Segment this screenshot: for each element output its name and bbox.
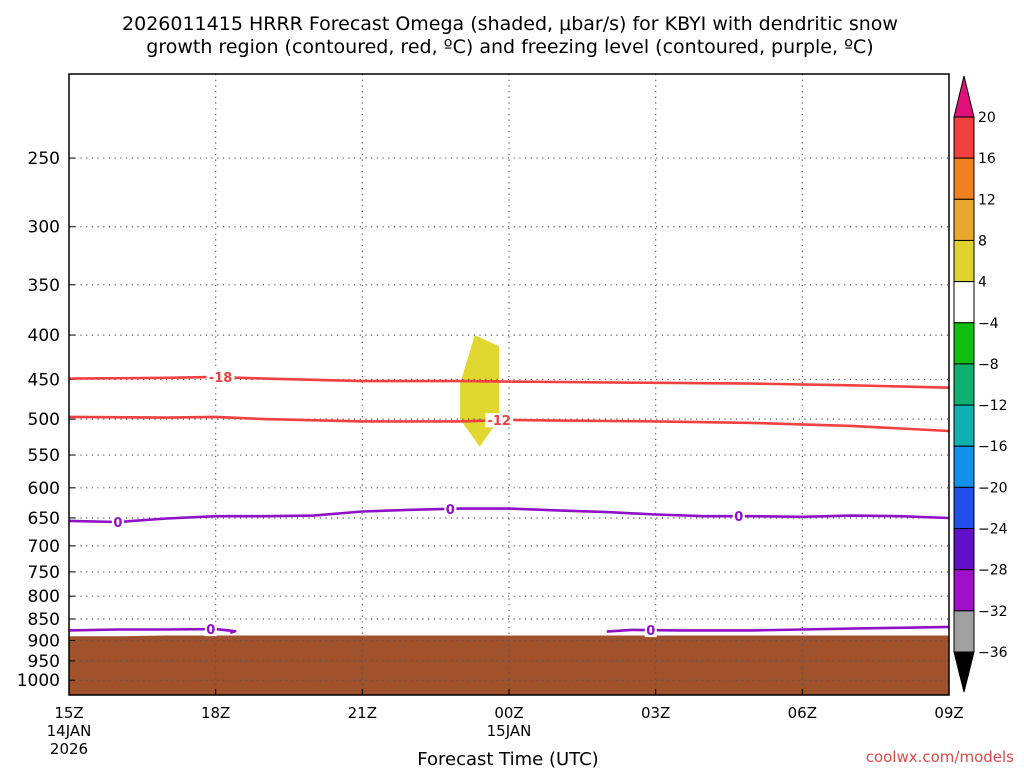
contour-label-bg-0-0 <box>206 370 235 385</box>
y-tick-label-800: 800 <box>28 587 60 607</box>
omega-shaded-region-0 <box>460 335 500 447</box>
contour-line-0 <box>68 375 950 389</box>
y-tick-label-750: 750 <box>28 563 60 583</box>
colorbar-band-1 <box>953 157 975 200</box>
colorbar-tick-label-2: 12 <box>978 192 996 208</box>
x-tick-label-0-1: 14JAN <box>47 722 92 740</box>
colorbar-tick-label-3: 8 <box>978 233 987 249</box>
y-tick-label-600: 600 <box>28 479 60 499</box>
contour-label-2-0: 0 <box>113 516 122 531</box>
x-tick-label-5-0: 06Z <box>788 704 817 722</box>
x-tick-label-6-0: 09Z <box>934 704 963 722</box>
y-tick-label-450: 450 <box>28 370 60 390</box>
contour-line-4 <box>606 625 950 633</box>
colorbar-band-0 <box>953 116 975 159</box>
x-tick-label-3-1: 15JAN <box>487 722 532 740</box>
y-tick-label-300: 300 <box>28 218 60 238</box>
plot-frame <box>68 73 950 696</box>
colorbar-tick-label-6: −8 <box>978 357 999 373</box>
contour-line-3 <box>68 627 237 635</box>
contour-label-bg-2-2 <box>732 509 745 524</box>
colorbar-tick-label-9: −20 <box>978 480 1008 496</box>
x-tick-label-1-0: 18Z <box>201 704 230 722</box>
colorbar-tick-label-0: 20 <box>978 110 996 126</box>
x-tick-label-0-2: 2026 <box>50 740 88 758</box>
y-tick-label-850: 850 <box>28 610 60 630</box>
colorbar-band-3 <box>953 239 975 283</box>
y-tick-label-950: 950 <box>28 652 60 672</box>
y-tick-label-350: 350 <box>28 276 60 296</box>
colorbar-tick-label-7: −12 <box>978 398 1008 414</box>
x-axis-label: Forecast Time (UTC) <box>417 749 598 768</box>
contour-label-bg-4-0 <box>644 623 657 638</box>
chart-title-line2: growth region (contoured, red, ºC) and f… <box>146 36 873 58</box>
contour-label-bg-1-0 <box>485 413 514 428</box>
y-tick-label-550: 550 <box>28 446 60 466</box>
colorbar-tick-label-12: −32 <box>978 604 1008 620</box>
contour-label-0-0: -18 <box>209 371 233 386</box>
y-tick-label-900: 900 <box>28 632 60 652</box>
colorbar-tick-label-13: −36 <box>978 645 1008 661</box>
x-tick-label-2-0: 21Z <box>348 704 377 722</box>
colorbar-band-5 <box>953 322 975 365</box>
contour-label-bg-2-0 <box>111 514 124 529</box>
colorbar-tick-label-8: −16 <box>978 439 1008 455</box>
y-tick-label-1000: 1000 <box>17 671 60 691</box>
contour-label-3-0: 0 <box>206 623 215 638</box>
contour-label-4-0: 0 <box>646 624 655 639</box>
contour-label-bg-3-0 <box>204 622 217 637</box>
y-tick-label-250: 250 <box>28 149 60 169</box>
contour-label-1-0: -12 <box>487 414 511 429</box>
colorbar-band-12 <box>953 610 975 653</box>
colorbar-band-2 <box>953 198 975 241</box>
colorbar-tick-label-5: −4 <box>978 316 999 332</box>
contour-line-1 <box>68 415 950 433</box>
colorbar-band-4 <box>953 281 975 324</box>
colorbar-top-triangle <box>953 75 975 118</box>
watermark-text: coolwx.com/models <box>866 748 1014 766</box>
colorbar-bottom-triangle <box>953 651 975 693</box>
colorbar-tick-label-10: −24 <box>978 522 1008 538</box>
colorbar-band-8 <box>953 445 975 488</box>
contour-line-2 <box>68 507 950 524</box>
y-tick-label-650: 650 <box>28 509 60 529</box>
contour-label-2-2: 0 <box>734 510 743 525</box>
colorbar-tick-label-11: −28 <box>978 563 1008 579</box>
colorbar-band-11 <box>953 569 975 612</box>
colorbar-band-9 <box>953 486 975 530</box>
colorbar-band-6 <box>953 363 975 406</box>
x-tick-label-0-0: 15Z <box>54 704 83 722</box>
y-tick-label-500: 500 <box>28 410 60 430</box>
colorbar-tick-label-1: 16 <box>978 151 996 167</box>
chart-title-line1: 2026011415 HRRR Forecast Omega (shaded, … <box>122 13 898 35</box>
terrain-fill <box>69 635 949 695</box>
y-tick-label-700: 700 <box>28 537 60 557</box>
colorbar-tick-label-4: 4 <box>978 275 987 291</box>
x-tick-label-4-0: 03Z <box>641 704 670 722</box>
contour-label-2-1: 0 <box>446 503 455 518</box>
x-tick-label-3-0: 00Z <box>494 704 523 722</box>
colorbar-legend: 20 16 12 8 4 −4 −8 −12 −16 −20 −24 −28 −32 −36 <box>953 75 1008 693</box>
contour-label-bg-2-1 <box>444 501 457 516</box>
colorbar-band-7 <box>953 404 975 447</box>
colorbar-band-10 <box>953 528 975 571</box>
y-tick-label-400: 400 <box>28 326 60 346</box>
